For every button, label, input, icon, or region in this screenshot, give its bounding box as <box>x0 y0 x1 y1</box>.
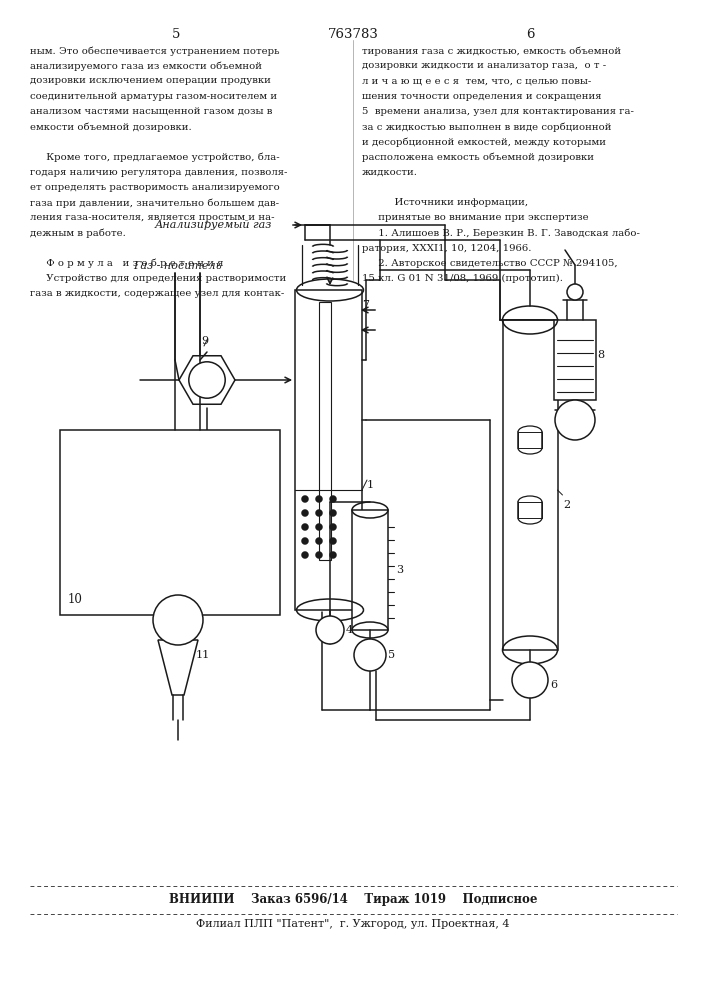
Text: емкости объемной дозировки.: емкости объемной дозировки. <box>30 122 192 131</box>
Text: 5  времени анализа, узел для контактирования га-: 5 времени анализа, узел для контактирова… <box>362 107 634 116</box>
Circle shape <box>189 362 226 398</box>
Text: 8: 8 <box>597 350 604 360</box>
Text: Анализируемый газ: Анализируемый газ <box>155 220 272 230</box>
Text: дозировки исключением операции продувки: дозировки исключением операции продувки <box>30 76 271 85</box>
Text: ления газа-носителя, является простым и на-: ления газа-носителя, является простым и … <box>30 213 274 222</box>
Circle shape <box>329 538 337 544</box>
Text: 7: 7 <box>362 300 369 310</box>
Circle shape <box>329 495 337 502</box>
Text: Ф о р м у л а   и з о б р е т е н и я: Ф о р м у л а и з о б р е т е н и я <box>30 259 223 268</box>
Text: л и ч а ю щ е е с я  тем, что, с целью повы-: л и ч а ю щ е е с я тем, что, с целью по… <box>362 76 591 85</box>
Circle shape <box>315 538 322 544</box>
Text: 4: 4 <box>346 625 353 635</box>
Circle shape <box>301 510 308 516</box>
Circle shape <box>354 639 386 671</box>
Circle shape <box>329 510 337 516</box>
Text: 3: 3 <box>396 565 403 575</box>
Text: Источники информации,: Источники информации, <box>362 198 528 207</box>
Circle shape <box>316 616 344 644</box>
Bar <box>518 432 542 448</box>
Bar <box>554 320 596 400</box>
Text: 5: 5 <box>172 28 180 41</box>
Text: ным. Это обеспечивается устранением потерь: ным. Это обеспечивается устранением поте… <box>30 46 279 55</box>
Circle shape <box>567 284 583 300</box>
Text: 10: 10 <box>68 593 83 606</box>
Text: Устройство для определения растворимости: Устройство для определения растворимости <box>30 274 286 283</box>
Text: дозировки жидкости и анализатор газа,  о т -: дозировки жидкости и анализатор газа, о … <box>362 61 606 70</box>
Bar <box>295 290 362 610</box>
Circle shape <box>301 538 308 544</box>
Text: за с жидкостью выполнен в виде сорбционной: за с жидкостью выполнен в виде сорбционн… <box>362 122 612 131</box>
Text: 2: 2 <box>563 500 571 510</box>
Text: расположена емкость объемной дозировки: расположена емкость объемной дозировки <box>362 152 594 162</box>
Text: анализом частями насыщенной газом дозы в: анализом частями насыщенной газом дозы в <box>30 107 272 116</box>
Circle shape <box>301 552 308 558</box>
Text: газа при давлении, значительно большем дав-: газа при давлении, значительно большем д… <box>30 198 279 208</box>
Text: годаря наличию регулятора давления, позволя-: годаря наличию регулятора давления, позв… <box>30 168 287 177</box>
Circle shape <box>315 552 322 558</box>
Circle shape <box>315 510 322 516</box>
Text: 1. Алишоев В. Р., Березкин В. Г. Заводская лабо-: 1. Алишоев В. Р., Березкин В. Г. Заводск… <box>362 228 640 238</box>
Circle shape <box>301 524 308 530</box>
Circle shape <box>512 662 548 698</box>
Circle shape <box>315 495 322 502</box>
Text: дежным в работе.: дежным в работе. <box>30 228 126 238</box>
Text: 2. Авторское свидетельство СССР № 294105,: 2. Авторское свидетельство СССР № 294105… <box>362 259 618 268</box>
Text: 5: 5 <box>388 650 395 660</box>
Text: газа в жидкости, содержащее узел для контак-: газа в жидкости, содержащее узел для кон… <box>30 289 284 298</box>
Circle shape <box>315 524 322 530</box>
Text: соединительной арматуры газом-носителем и: соединительной арматуры газом-носителем … <box>30 92 277 101</box>
Text: 763783: 763783 <box>327 28 378 41</box>
Text: принятые во внимание при экспертизе: принятые во внимание при экспертизе <box>362 213 589 222</box>
Text: 6: 6 <box>550 680 557 690</box>
Bar <box>518 502 542 518</box>
Polygon shape <box>158 640 198 695</box>
Circle shape <box>555 400 595 440</box>
Circle shape <box>329 524 337 530</box>
Polygon shape <box>179 356 235 404</box>
Text: ет определять растворимость анализируемого: ет определять растворимость анализируемо… <box>30 183 280 192</box>
Text: 15 кл. G 01 N 31/08, 1969 (прототип).: 15 кл. G 01 N 31/08, 1969 (прототип). <box>362 274 563 283</box>
Text: 1: 1 <box>367 480 374 490</box>
Text: Филиал ПЛП "Патент",  г. Ужгород, ул. Проектная, 4: Филиал ПЛП "Патент", г. Ужгород, ул. Про… <box>197 919 510 929</box>
Text: ратория, ХХХI1, 10, 1204, 1966.: ратория, ХХХI1, 10, 1204, 1966. <box>362 244 532 253</box>
Bar <box>352 510 388 630</box>
Text: ВНИИПИ    Заказ 6596/14    Тираж 1019    Подписное: ВНИИПИ Заказ 6596/14 Тираж 1019 Подписно… <box>169 894 537 906</box>
Bar <box>503 320 558 650</box>
Text: анализируемого газа из емкости объемной: анализируемого газа из емкости объемной <box>30 61 262 71</box>
Text: Кроме того, предлагаемое устройство, бла-: Кроме того, предлагаемое устройство, бла… <box>30 152 280 162</box>
Text: жидкости.: жидкости. <box>362 168 418 177</box>
Text: Газ - носитель: Газ - носитель <box>133 261 221 271</box>
Bar <box>319 302 331 560</box>
Bar <box>60 430 280 615</box>
Text: тирования газа с жидкостью, емкость объемной: тирования газа с жидкостью, емкость объе… <box>362 46 621 55</box>
Circle shape <box>329 552 337 558</box>
Text: 6: 6 <box>526 28 534 41</box>
Circle shape <box>153 595 203 645</box>
Text: и десорбционной емкостей, между которыми: и десорбционной емкостей, между которыми <box>362 137 606 147</box>
Text: шения точности определения и сокращения: шения точности определения и сокращения <box>362 92 602 101</box>
Text: 9: 9 <box>201 336 209 346</box>
Text: 11: 11 <box>196 650 210 660</box>
Circle shape <box>301 495 308 502</box>
